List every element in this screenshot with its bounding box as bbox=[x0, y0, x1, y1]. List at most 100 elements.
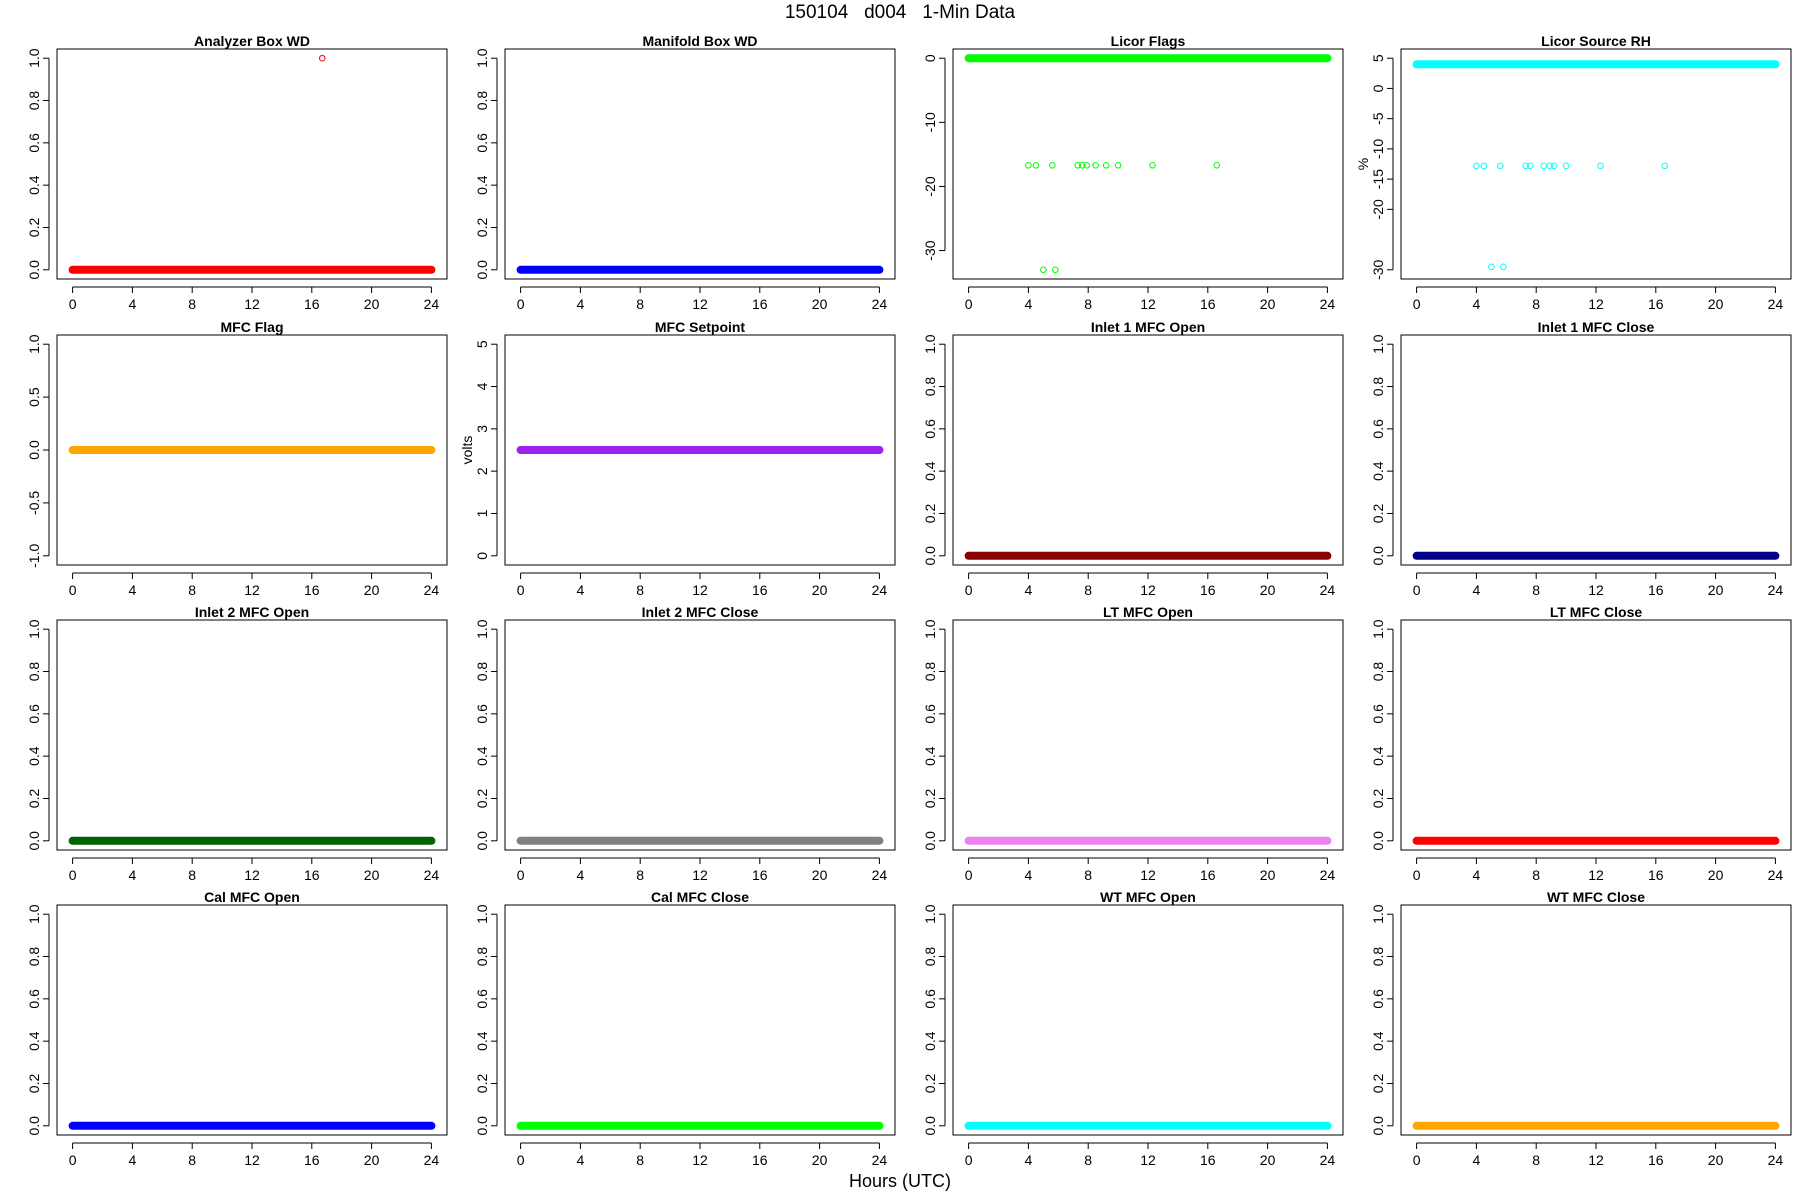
y-tick-label: 0.2 bbox=[474, 218, 490, 238]
x-tick-label: 24 bbox=[1320, 582, 1336, 598]
x-tick-label: 16 bbox=[1200, 867, 1216, 883]
x-tick-label: 16 bbox=[304, 867, 320, 883]
y-tick-label: 0.6 bbox=[922, 419, 938, 439]
chart-panel: Inlet 2 MFC Close 0 4 8 12 16 20 24 0.0 0.2 0.4 0.6… bbox=[474, 604, 896, 883]
y-tick-label: -20 bbox=[1370, 199, 1386, 219]
y-tick-label: 0.2 bbox=[26, 789, 42, 809]
x-tick-label: 20 bbox=[812, 582, 828, 598]
x-tick-label: 4 bbox=[129, 867, 137, 883]
panel-title: WT MFC Open bbox=[1100, 889, 1196, 905]
y-axis-label: volts bbox=[459, 436, 475, 465]
y-tick-label: 0.8 bbox=[1370, 377, 1386, 397]
y-tick-label: 0.0 bbox=[26, 440, 42, 460]
y-tick-label: 0.4 bbox=[922, 461, 938, 481]
panel-title: Inlet 1 MFC Open bbox=[1091, 319, 1205, 335]
x-tick-label: 4 bbox=[129, 296, 137, 312]
plot-frame bbox=[1400, 334, 1792, 566]
y-tick-label: 0.2 bbox=[922, 789, 938, 809]
x-tick-label: 12 bbox=[1588, 1152, 1604, 1168]
y-tick-label: -20 bbox=[922, 176, 938, 196]
x-tick-label: 8 bbox=[636, 582, 644, 598]
y-tick-label: 0 bbox=[474, 552, 490, 560]
plot-frame bbox=[56, 619, 448, 851]
panel-title: Cal MFC Close bbox=[651, 889, 749, 905]
x-tick-label: 4 bbox=[129, 1152, 137, 1168]
y-tick-label: 1.0 bbox=[26, 619, 42, 639]
chart-panel: Licor Flags 0 4 8 12 16 20 24 -30 -20 -10 0 bbox=[922, 33, 1344, 312]
panel-title: Inlet 2 MFC Close bbox=[642, 604, 759, 620]
plot-frame bbox=[1400, 619, 1792, 851]
y-tick-label: 0.6 bbox=[26, 704, 42, 724]
data-point bbox=[1102, 161, 1110, 169]
x-tick-label: 0 bbox=[69, 1152, 77, 1168]
y-tick-label: 0.4 bbox=[474, 746, 490, 766]
y-tick-label: 0.6 bbox=[474, 133, 490, 153]
x-tick-label: 0 bbox=[1413, 1152, 1421, 1168]
y-tick-label: 0.8 bbox=[26, 91, 42, 111]
x-tick-label: 0 bbox=[517, 1152, 525, 1168]
y-tick-label: 0 bbox=[922, 54, 938, 62]
y-tick-label: 0.8 bbox=[474, 91, 490, 111]
y-tick-label: 1.0 bbox=[922, 334, 938, 354]
x-tick-label: 12 bbox=[1140, 582, 1156, 598]
y-tick-label: 0.0 bbox=[474, 260, 490, 280]
chart-panel: Analyzer Box WD 0 4 8 12 16 20 24 0.0 0.2 0.4 0.6 0.… bbox=[26, 33, 448, 312]
data-point bbox=[1040, 266, 1047, 274]
x-tick-label: 12 bbox=[1588, 296, 1604, 312]
x-tick-label: 12 bbox=[1140, 867, 1156, 883]
x-tick-label: 20 bbox=[1260, 1152, 1276, 1168]
x-tick-label: 12 bbox=[244, 867, 260, 883]
x-tick-label: 8 bbox=[188, 582, 196, 598]
y-tick-label: -15 bbox=[1370, 169, 1386, 189]
y-tick-label: 0.2 bbox=[922, 504, 938, 524]
chart-panel: Inlet 1 MFC Close 0 4 8 12 16 20 24 0.0 0.2 0.4 0.6… bbox=[1370, 319, 1792, 598]
y-tick-label: 0.6 bbox=[26, 133, 42, 153]
data-point bbox=[1500, 263, 1507, 271]
x-tick-label: 24 bbox=[1768, 1152, 1784, 1168]
x-tick-label: 16 bbox=[304, 582, 320, 598]
y-tick-label: 0.0 bbox=[1370, 1116, 1386, 1136]
y-tick-label: 0.2 bbox=[1370, 789, 1386, 809]
data-point bbox=[1562, 162, 1570, 170]
y-tick-label: 0.4 bbox=[1370, 1031, 1386, 1051]
x-tick-label: 4 bbox=[1025, 296, 1033, 312]
x-tick-label: 20 bbox=[1708, 296, 1724, 312]
y-tick-label: 0.4 bbox=[26, 746, 42, 766]
y-tick-label: 0.0 bbox=[1370, 831, 1386, 851]
data-point bbox=[1540, 162, 1547, 170]
y-tick-label: 1.0 bbox=[26, 334, 42, 354]
x-tick-label: 16 bbox=[1648, 296, 1664, 312]
x-tick-label: 16 bbox=[1648, 867, 1664, 883]
y-tick-label: 0.8 bbox=[922, 377, 938, 397]
y-tick-label: 0.6 bbox=[1370, 704, 1386, 724]
y-tick-label: 0 bbox=[1370, 84, 1386, 92]
data-point bbox=[1074, 161, 1082, 169]
data-point bbox=[1546, 162, 1553, 170]
data-point bbox=[1213, 161, 1221, 169]
x-tick-label: 8 bbox=[1084, 867, 1092, 883]
chart-panel: MFC Flag 0 4 8 12 16 20 24 -1.0 -0.5 0.0 0.5 1.0 bbox=[26, 319, 448, 598]
data-point bbox=[1497, 162, 1504, 170]
data-point bbox=[1032, 161, 1040, 169]
y-tick-label: 0.2 bbox=[26, 218, 42, 238]
chart-panel: LT MFC Close 0 4 8 12 16 20 24 0.0 0.2 0.4 0.6 0.8 1.… bbox=[1370, 604, 1792, 883]
y-tick-label: 1.0 bbox=[1370, 619, 1386, 639]
y-tick-label: 0.0 bbox=[922, 1116, 938, 1136]
y-tick-label: 0.4 bbox=[922, 746, 938, 766]
figure-title: 150104 d004 1-Min Data bbox=[784, 2, 1016, 23]
x-tick-label: 8 bbox=[188, 867, 196, 883]
x-tick-label: 8 bbox=[188, 296, 196, 312]
y-tick-label: 2 bbox=[474, 467, 490, 475]
x-tick-label: 4 bbox=[1025, 867, 1033, 883]
y-tick-label: 0.4 bbox=[26, 1031, 42, 1051]
y-tick-label: 0.4 bbox=[26, 175, 42, 195]
x-tick-label: 20 bbox=[1260, 582, 1276, 598]
data-point bbox=[1149, 161, 1156, 169]
x-tick-label: 24 bbox=[872, 867, 888, 883]
data-point bbox=[1550, 162, 1558, 170]
x-tick-label: 24 bbox=[1768, 296, 1784, 312]
y-tick-label: 4 bbox=[474, 382, 490, 390]
x-tick-label: 16 bbox=[304, 1152, 320, 1168]
x-tick-label: 12 bbox=[1588, 582, 1604, 598]
panel-title: Licor Flags bbox=[1111, 33, 1186, 49]
